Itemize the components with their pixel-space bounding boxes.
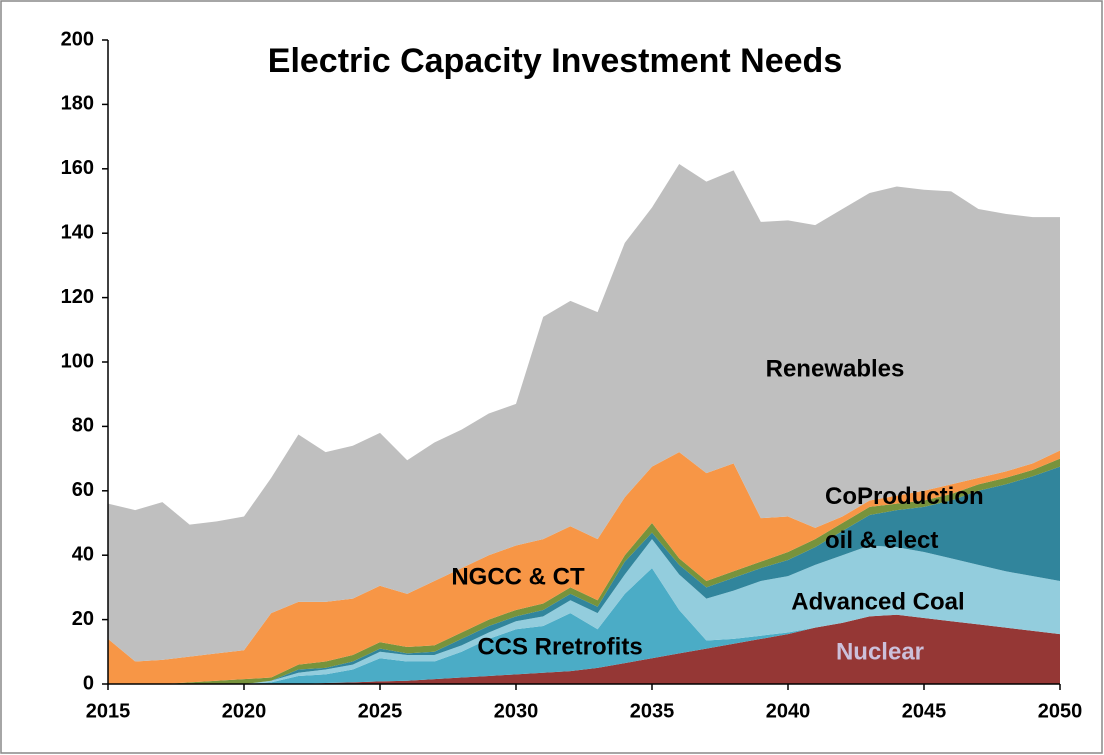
area-5 [108,450,1060,684]
y-tick-label: 80 [72,415,94,437]
x-tick-label: 2020 [222,700,267,722]
series-label: Renewables [766,355,905,382]
series-label-text: CoProduction oil & elect [825,483,984,554]
x-tick-label: 2040 [766,700,811,722]
area-2 [108,539,1060,684]
x-tick-label: 2025 [358,700,403,722]
x-tick-label: 2015 [86,700,131,722]
chart-title: Electric Capacity Investment Needs [268,42,842,80]
y-tick-label: 200 [61,28,94,50]
y-tick-label: 60 [72,479,94,501]
series-label: CCS Rretrofits [477,633,642,660]
series-label: Nuclear [836,638,924,665]
y-tick-label: 180 [61,93,94,115]
plot-area [108,163,1060,684]
y-tick-label: 0 [83,672,94,694]
y-tick-label: 40 [72,543,94,565]
y-tick-label: 20 [72,608,94,630]
x-tick-label: 2050 [1038,700,1083,722]
x-tick-label: 2045 [902,700,947,722]
y-tick-label: 160 [61,157,94,179]
area-6 [108,163,1060,662]
x-tick-label: 2035 [630,700,675,722]
area-1 [108,568,1060,684]
x-tick-label: 2030 [494,700,539,722]
series-label: CoProduction oil & elect [825,483,984,554]
y-tick-label: 120 [61,286,94,308]
y-tick-label: 100 [61,350,94,372]
series-label: Advanced Coal [791,588,964,615]
y-tick-label: 140 [61,221,94,243]
area-0 [108,614,1060,684]
series-label: NGCC & CT [451,563,585,590]
